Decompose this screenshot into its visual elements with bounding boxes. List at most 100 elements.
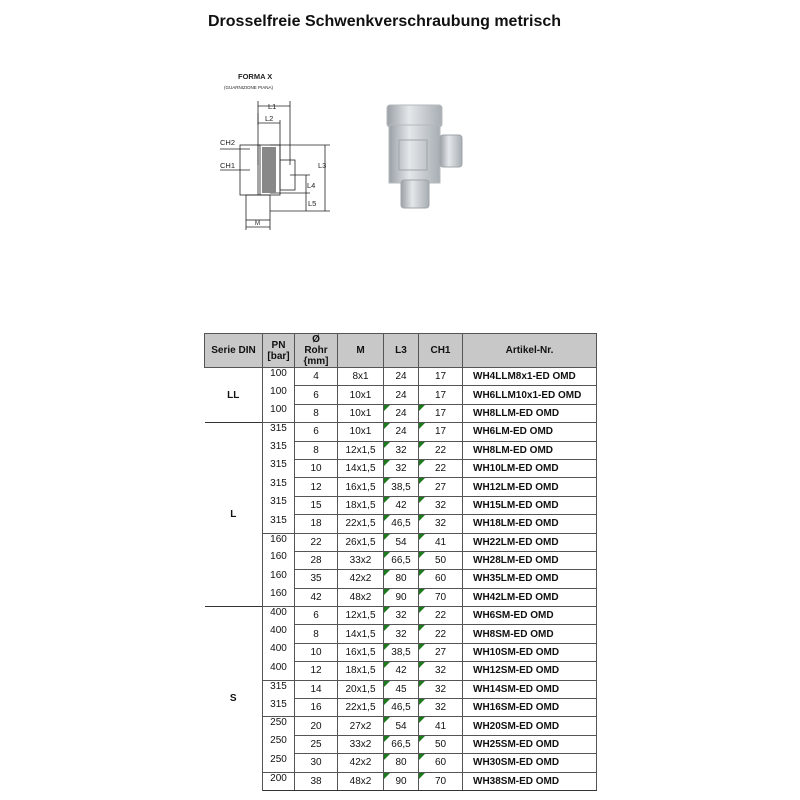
table-row: 160 42 48x2 90 70 WH42LM-ED OMD: [205, 588, 597, 608]
cell-ch1: 32: [418, 496, 463, 516]
table-row: 315 10 14x1,5 32 22 WH10LM-ED OMD: [205, 459, 597, 479]
cell-pn: 400: [262, 661, 295, 681]
cell-ch1: 22: [418, 459, 463, 479]
cell-rohr: 30: [294, 753, 338, 773]
cell-m: 10x1: [337, 422, 384, 442]
table-row: 160 35 42x2 80 60 WH35LM-ED OMD: [205, 569, 597, 589]
cell-pn: 400: [262, 624, 295, 644]
cell-m: 48x2: [337, 588, 384, 608]
column-header-m: M: [337, 333, 384, 368]
table-row: 400 8 14x1,5 32 22 WH8SM-ED OMD: [205, 624, 597, 644]
cell-ch1: 17: [418, 404, 463, 424]
cell-ch1: 32: [418, 679, 463, 700]
column-header-artikel-nr: Artikel-Nr.: [462, 333, 597, 368]
column-header-rohr: Ø Rohr {mm]: [294, 333, 338, 368]
table-row: 160 22 26x1,5 54 41 WH22LM-ED OMD: [205, 532, 597, 552]
technical-drawing: FORMA X (GUARNIZIONE PIANA) L1 L2 CH2 CH…: [220, 72, 330, 230]
cell-ch1: 50: [418, 735, 463, 755]
cell-m: 22x1,5: [337, 698, 384, 718]
cell-m: 42x2: [337, 753, 384, 773]
cell-m: 12x1,5: [337, 441, 384, 460]
ch1-label: CH1: [220, 161, 235, 170]
cell-rohr: 38: [294, 771, 338, 791]
cell-artikel-nr: WH42LM-ED OMD: [462, 588, 597, 608]
cell-rohr: 6: [294, 385, 338, 405]
cell-l3: 90: [383, 771, 419, 791]
cell-artikel-nr: WH16SM-ED OMD: [462, 698, 597, 718]
cell-l3: 54: [383, 532, 419, 552]
table-row: 315 18 22x1,5 46,5 32 WH18LM-ED OMD: [205, 514, 597, 534]
cell-artikel-nr: WH10SM-ED OMD: [462, 643, 597, 663]
cell-artikel-nr: WH10LM-ED OMD: [462, 459, 597, 479]
cell-pn: 315: [262, 441, 295, 460]
cell-ch1: 50: [418, 551, 463, 571]
cell-pn: 100: [262, 404, 295, 424]
serie-din-cell: L: [204, 422, 263, 607]
cell-rohr: 8: [294, 441, 338, 460]
cell-rohr: 4: [294, 366, 338, 387]
cell-ch1: 27: [418, 643, 463, 663]
spec-table: Serie DIN PN [bar] Ø Rohr {mm] M L3 CH1 Artike…: [204, 333, 597, 791]
cell-pn: 400: [262, 643, 295, 662]
cell-rohr: 12: [294, 661, 338, 681]
cell-pn: 315: [262, 679, 295, 699]
cell-ch1: 27: [418, 477, 463, 497]
page-title: Drosselfreie Schwenkverschraubung metris…: [208, 13, 562, 30]
cell-artikel-nr: WH18LM-ED OMD: [462, 514, 597, 534]
l1-label: L1: [268, 102, 276, 111]
cell-pn: 160: [262, 532, 295, 552]
cell-m: 18x1,5: [337, 496, 384, 516]
cell-m: 10x1: [337, 404, 384, 424]
cell-artikel-nr: WH20SM-ED OMD: [462, 716, 597, 736]
cell-artikel-nr: WH15LM-ED OMD: [462, 496, 597, 516]
column-header-pn: PN [bar]: [262, 333, 295, 368]
cell-m: 42x2: [337, 569, 384, 589]
cell-artikel-nr: WH38SM-ED OMD: [462, 771, 597, 791]
cell-l3: 24: [383, 385, 419, 405]
m-label: M: [255, 221, 260, 227]
cell-l3: 24: [383, 366, 419, 387]
cell-l3: 66,5: [383, 551, 419, 571]
cell-rohr: 8: [294, 404, 338, 424]
table-row: 315 8 12x1,5 32 22 WH8LM-ED OMD: [205, 441, 597, 460]
cell-ch1: 32: [418, 698, 463, 718]
cell-rohr: 35: [294, 569, 338, 589]
cell-pn: 160: [262, 551, 295, 570]
ch2-label: CH2: [220, 138, 235, 147]
cell-l3: 66,5: [383, 735, 419, 755]
table-row: 100 8 10x1 24 17 WH8LLM-ED OMD: [205, 404, 597, 424]
cell-m: 18x1,5: [337, 661, 384, 681]
forma-label: FORMA X: [238, 72, 272, 81]
cell-ch1: 70: [418, 771, 463, 791]
cell-rohr: 8: [294, 624, 338, 644]
cell-artikel-nr: WH8SM-ED OMD: [462, 624, 597, 644]
cell-pn: 250: [262, 735, 295, 754]
table-row: 315 14 20x1,5 45 32 WH14SM-ED OMD: [205, 679, 597, 700]
cell-pn: 400: [262, 606, 295, 625]
cell-artikel-nr: WH28LM-ED OMD: [462, 551, 597, 571]
cell-m: 16x1,5: [337, 643, 384, 663]
cell-rohr: 42: [294, 588, 338, 608]
cell-artikel-nr: WH25SM-ED OMD: [462, 735, 597, 755]
cell-ch1: 32: [418, 661, 463, 681]
cell-m: 8x1: [337, 366, 384, 387]
cell-pn: 315: [262, 698, 295, 718]
cell-l3: 90: [383, 588, 419, 608]
table-row: 250 30 42x2 80 60 WH30SM-ED OMD: [205, 753, 597, 773]
table-header: Serie DIN PN [bar] Ø Rohr {mm] M L3 CH1 Artike…: [204, 333, 597, 368]
cell-rohr: 22: [294, 532, 338, 552]
cell-l3: 38,5: [383, 477, 419, 497]
table-row: 200 38 48x2 90 70 WH38SM-ED OMD: [205, 771, 597, 791]
cell-pn: 200: [262, 771, 295, 791]
cell-artikel-nr: WH22LM-ED OMD: [462, 532, 597, 552]
cell-rohr: 25: [294, 735, 338, 755]
cell-ch1: 41: [418, 716, 463, 736]
cell-rohr: 14: [294, 679, 338, 700]
cell-ch1: 17: [418, 422, 463, 442]
cell-ch1: 32: [418, 514, 463, 534]
table-row: 315 16 22x1,5 46,5 32 WH16SM-ED OMD: [205, 698, 597, 718]
cell-rohr: 20: [294, 716, 338, 736]
cell-l3: 80: [383, 753, 419, 773]
cell-l3: 32: [383, 606, 419, 626]
table-row: 400 10 16x1,5 38,5 27 WH10SM-ED OMD: [205, 643, 597, 663]
